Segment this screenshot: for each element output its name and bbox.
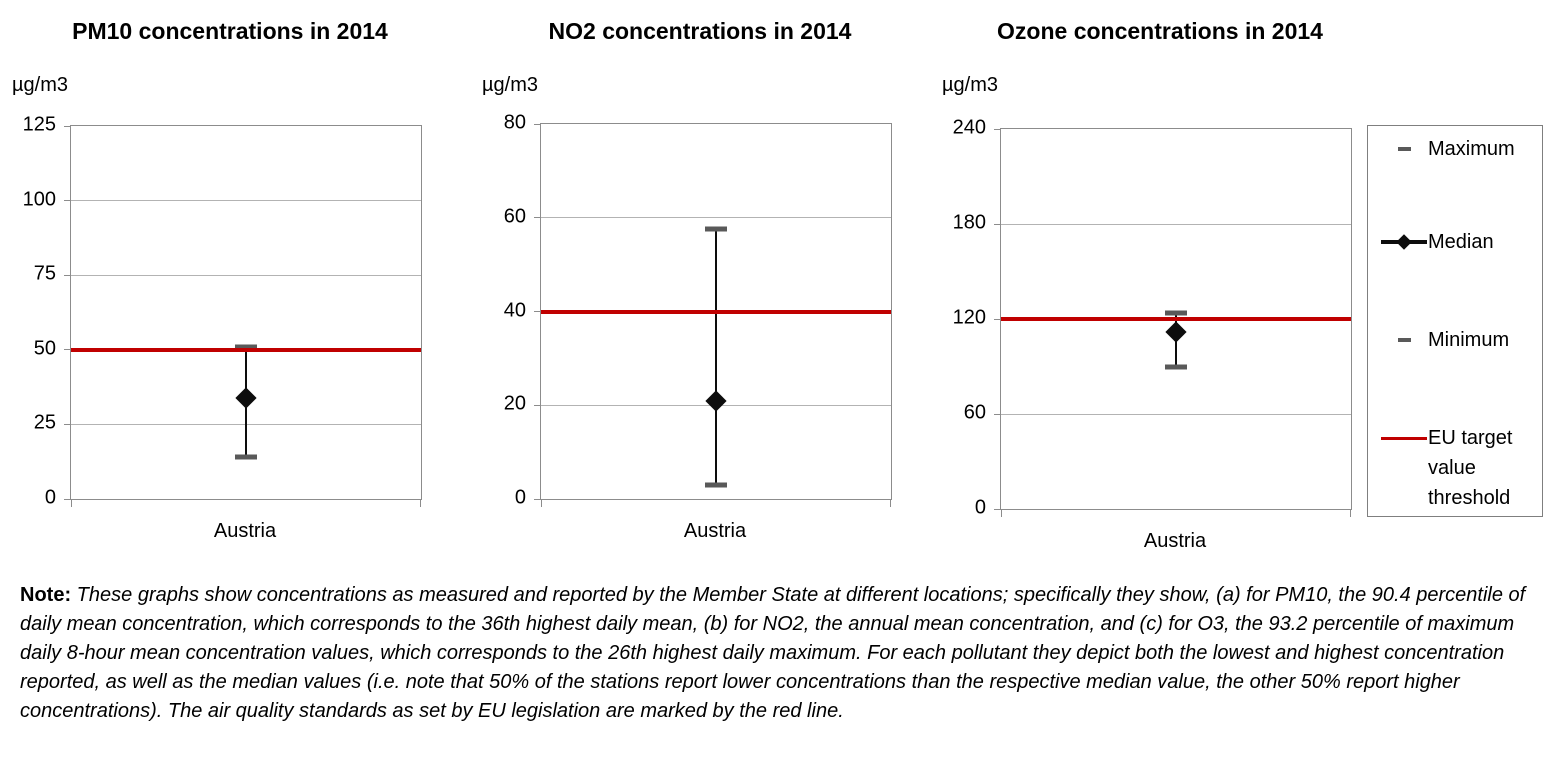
red-line-glyph bbox=[1381, 436, 1427, 440]
eu-target-line bbox=[71, 347, 421, 352]
y-tick-mark bbox=[534, 498, 541, 500]
legend-label-minimum: Minimum bbox=[1428, 329, 1510, 351]
diamond-glyph bbox=[1396, 234, 1412, 250]
maximum-marker-icon bbox=[1380, 134, 1428, 164]
maximum-marker bbox=[705, 226, 727, 232]
gridline-75 bbox=[71, 274, 421, 276]
plot-area bbox=[534, 123, 892, 507]
y-tick-label: 25 bbox=[33, 411, 56, 434]
y-tick-mark bbox=[64, 498, 71, 500]
y-tick-mark bbox=[994, 508, 1001, 510]
y-tick-mark bbox=[534, 217, 541, 219]
line-diamond-glyph bbox=[1381, 227, 1427, 257]
y-tick-mark bbox=[64, 200, 71, 202]
y-tick-mark bbox=[994, 413, 1001, 415]
y-tick-mark bbox=[534, 311, 541, 312]
y-tick-label: 50 bbox=[33, 337, 56, 360]
y-tick-label: 75 bbox=[33, 262, 56, 285]
legend-label-eu-target: EU target value threshold bbox=[1428, 427, 1513, 509]
chart-title: Ozone concentrations in 2014 bbox=[997, 18, 1323, 44]
plot-area bbox=[64, 125, 422, 507]
eu-target-line-icon bbox=[1380, 423, 1428, 453]
y-tick-mark bbox=[994, 318, 1001, 320]
x-tick-mark bbox=[1001, 509, 1002, 517]
y-tick-label: 0 bbox=[44, 486, 56, 509]
x-tick-mark bbox=[71, 499, 72, 507]
x-tick-mark bbox=[420, 499, 421, 507]
y-tick-label: 20 bbox=[503, 392, 526, 415]
y-tick-label: 240 bbox=[952, 116, 986, 139]
minimum-marker bbox=[235, 454, 257, 460]
minimum-marker bbox=[1165, 364, 1187, 369]
y-axis-unit-label: µg/m3 bbox=[12, 74, 68, 96]
chart-title: PM10 concentrations in 2014 bbox=[72, 18, 388, 44]
y-tick-label: 0 bbox=[974, 496, 986, 519]
y-tick-label: 120 bbox=[952, 306, 986, 329]
legend-item-eu-target: EU target value threshold bbox=[1380, 423, 1538, 513]
chart-no2: NO2 concentrations in 2014 µg/m3 Austria… bbox=[470, 0, 930, 570]
maximum-marker bbox=[1165, 310, 1187, 316]
y-tick-mark bbox=[994, 223, 1001, 225]
chart-pm10: PM10 concentrations in 2014 µg/m3 Austri… bbox=[0, 0, 460, 570]
y-tick-label: 60 bbox=[503, 205, 526, 228]
maximum-marker bbox=[235, 344, 257, 350]
y-tick-label: 0 bbox=[514, 486, 526, 509]
y-tick-mark bbox=[994, 128, 1001, 130]
legend: Maximum Median Minimum EU target value t… bbox=[1367, 125, 1543, 517]
legend-item-median: Median bbox=[1380, 227, 1538, 257]
y-tick-mark bbox=[64, 125, 71, 127]
note: Note: These graphs show concentrations a… bbox=[20, 581, 1540, 726]
legend-label-maximum: Maximum bbox=[1428, 138, 1515, 160]
median-marker-icon bbox=[1380, 227, 1428, 257]
legend-label-median: Median bbox=[1428, 231, 1494, 253]
median-marker bbox=[235, 386, 257, 409]
dash-glyph bbox=[1397, 338, 1411, 342]
min-max-range-line bbox=[715, 229, 717, 485]
x-tick-mark bbox=[1350, 509, 1351, 517]
gridline-100 bbox=[71, 200, 421, 202]
y-tick-mark bbox=[534, 123, 541, 125]
legend-item-maximum: Maximum bbox=[1380, 134, 1538, 164]
legend-item-minimum: Minimum bbox=[1380, 325, 1538, 355]
y-tick-mark bbox=[534, 404, 541, 406]
gridline-60 bbox=[1001, 413, 1351, 415]
median-marker bbox=[1165, 321, 1187, 343]
y-axis-unit-label: µg/m3 bbox=[942, 74, 998, 96]
gridline-180 bbox=[1001, 223, 1351, 225]
chart-title: NO2 concentrations in 2014 bbox=[548, 18, 852, 44]
y-tick-label: 180 bbox=[952, 211, 986, 234]
dash-glyph bbox=[1397, 147, 1411, 151]
y-tick-label: 100 bbox=[22, 188, 56, 211]
x-tick-mark bbox=[890, 499, 891, 507]
y-axis-unit-label: µg/m3 bbox=[482, 74, 538, 96]
eu-target-line bbox=[541, 309, 891, 314]
y-tick-mark bbox=[64, 423, 71, 425]
y-tick-mark bbox=[64, 274, 71, 276]
eu-target-line bbox=[1001, 317, 1351, 321]
category-label: Austria bbox=[1143, 530, 1207, 552]
x-tick-mark bbox=[541, 499, 542, 507]
category-label: Austria bbox=[683, 520, 747, 542]
note-text: These graphs show concentrations as meas… bbox=[20, 584, 1526, 722]
note-label: Note: bbox=[20, 584, 72, 606]
plot-area bbox=[994, 128, 1352, 517]
y-tick-label: 125 bbox=[22, 113, 56, 136]
median-marker bbox=[705, 389, 727, 412]
y-tick-mark bbox=[64, 349, 71, 351]
gridline-60 bbox=[541, 217, 891, 219]
y-tick-label: 40 bbox=[503, 299, 526, 321]
y-tick-label: 60 bbox=[963, 401, 986, 424]
category-label: Austria bbox=[213, 520, 277, 542]
y-tick-label: 80 bbox=[503, 111, 526, 134]
chart-ozone: Ozone concentrations in 2014 µg/m3 Austr… bbox=[930, 0, 1390, 570]
minimum-marker-icon bbox=[1380, 325, 1428, 355]
minimum-marker bbox=[705, 482, 727, 488]
